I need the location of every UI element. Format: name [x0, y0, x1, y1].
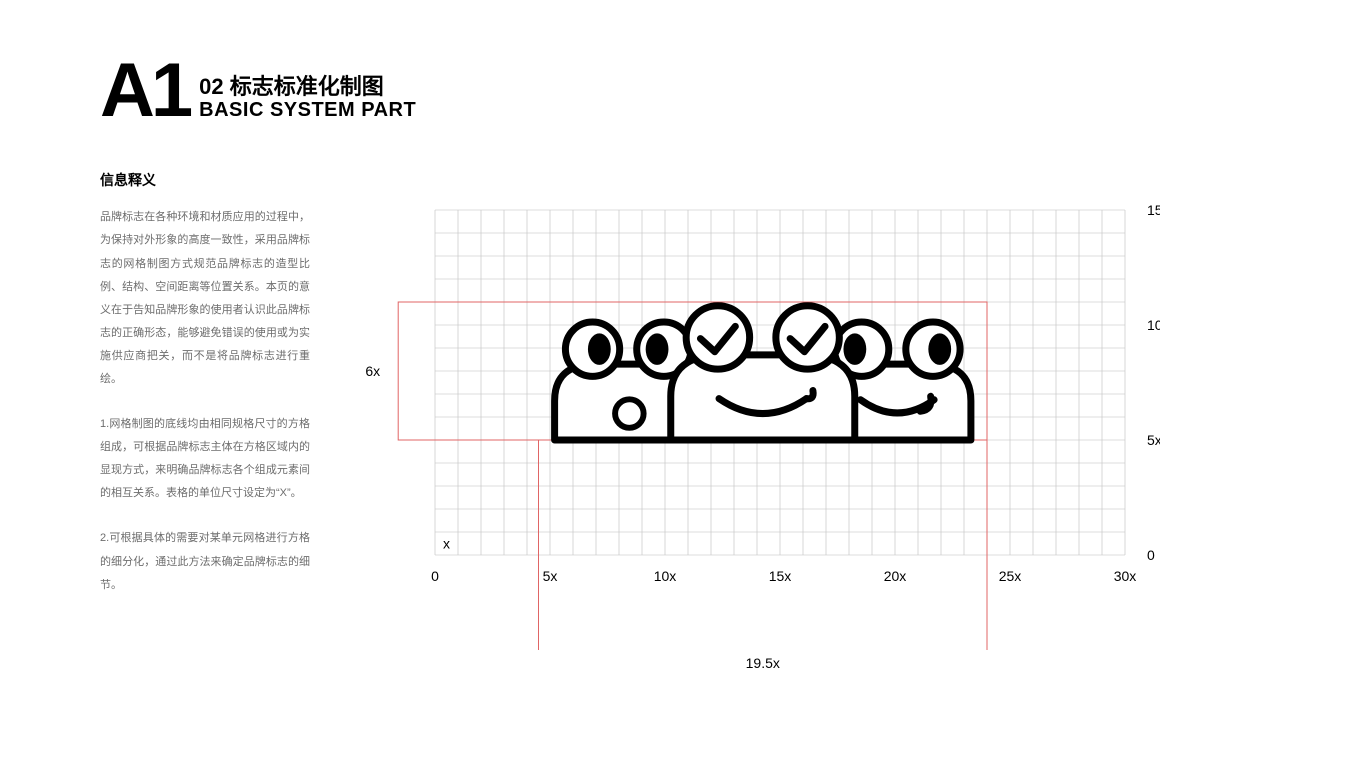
svg-text:0: 0	[1147, 547, 1155, 563]
svg-text:10x: 10x	[1147, 317, 1160, 333]
header: A1 02 标志标准化制图 BASIC SYSTEM PART	[100, 60, 1266, 122]
content-row: 信息释义 品牌标志在各种环境和材质应用的过程中，为保持对外形象的高度一致性，采用…	[100, 170, 1266, 670]
diagram-area: 0 5x 10x 15x 0 5x 10x 15x 20x 25x 30x x 6x 19.5x	[340, 170, 1266, 670]
sidebar-para-2: 1.网格制图的底线均由相同规格尺寸的方格组成，可根据品牌标志主体在方格区域内的显…	[100, 413, 310, 505]
header-title-en: BASIC SYSTEM PART	[199, 99, 416, 122]
header-titles: 02 标志标准化制图 BASIC SYSTEM PART	[199, 74, 416, 122]
sidebar: 信息释义 品牌标志在各种环境和材质应用的过程中，为保持对外形象的高度一致性，采用…	[100, 170, 310, 670]
svg-text:x: x	[443, 536, 450, 552]
page: A1 02 标志标准化制图 BASIC SYSTEM PART 信息释义 品牌标…	[0, 0, 1366, 768]
sidebar-para-3: 2.可根据具体的需要对某单元网格进行方格的细分化，通过此方法来确定品牌标志的细节…	[100, 527, 310, 596]
svg-text:15x: 15x	[1147, 202, 1160, 218]
section-code: A1	[100, 60, 189, 122]
frog-logo-icon	[555, 306, 971, 440]
grid-diagram: 0 5x 10x 15x 0 5x 10x 15x 20x 25x 30x x 6x 19.5x	[340, 170, 1160, 670]
svg-text:0: 0	[431, 568, 439, 584]
svg-text:10x: 10x	[654, 568, 677, 584]
svg-text:20x: 20x	[884, 568, 907, 584]
grid-svg: 0 5x 10x 15x 0 5x 10x 15x 20x 25x 30x x 6x 19.5x	[340, 170, 1160, 690]
sidebar-heading: 信息释义	[100, 170, 310, 190]
dimension-height-label: 6x	[365, 363, 380, 379]
svg-text:5x: 5x	[1147, 432, 1160, 448]
sidebar-para-1: 品牌标志在各种环境和材质应用的过程中，为保持对外形象的高度一致性，采用品牌标志的…	[100, 206, 310, 391]
svg-text:25x: 25x	[999, 568, 1022, 584]
svg-text:5x: 5x	[543, 568, 558, 584]
svg-text:30x: 30x	[1114, 568, 1137, 584]
header-title-cn: 02 标志标准化制图	[199, 74, 416, 99]
dimension-width-label: 19.5x	[746, 655, 780, 671]
svg-text:15x: 15x	[769, 568, 792, 584]
